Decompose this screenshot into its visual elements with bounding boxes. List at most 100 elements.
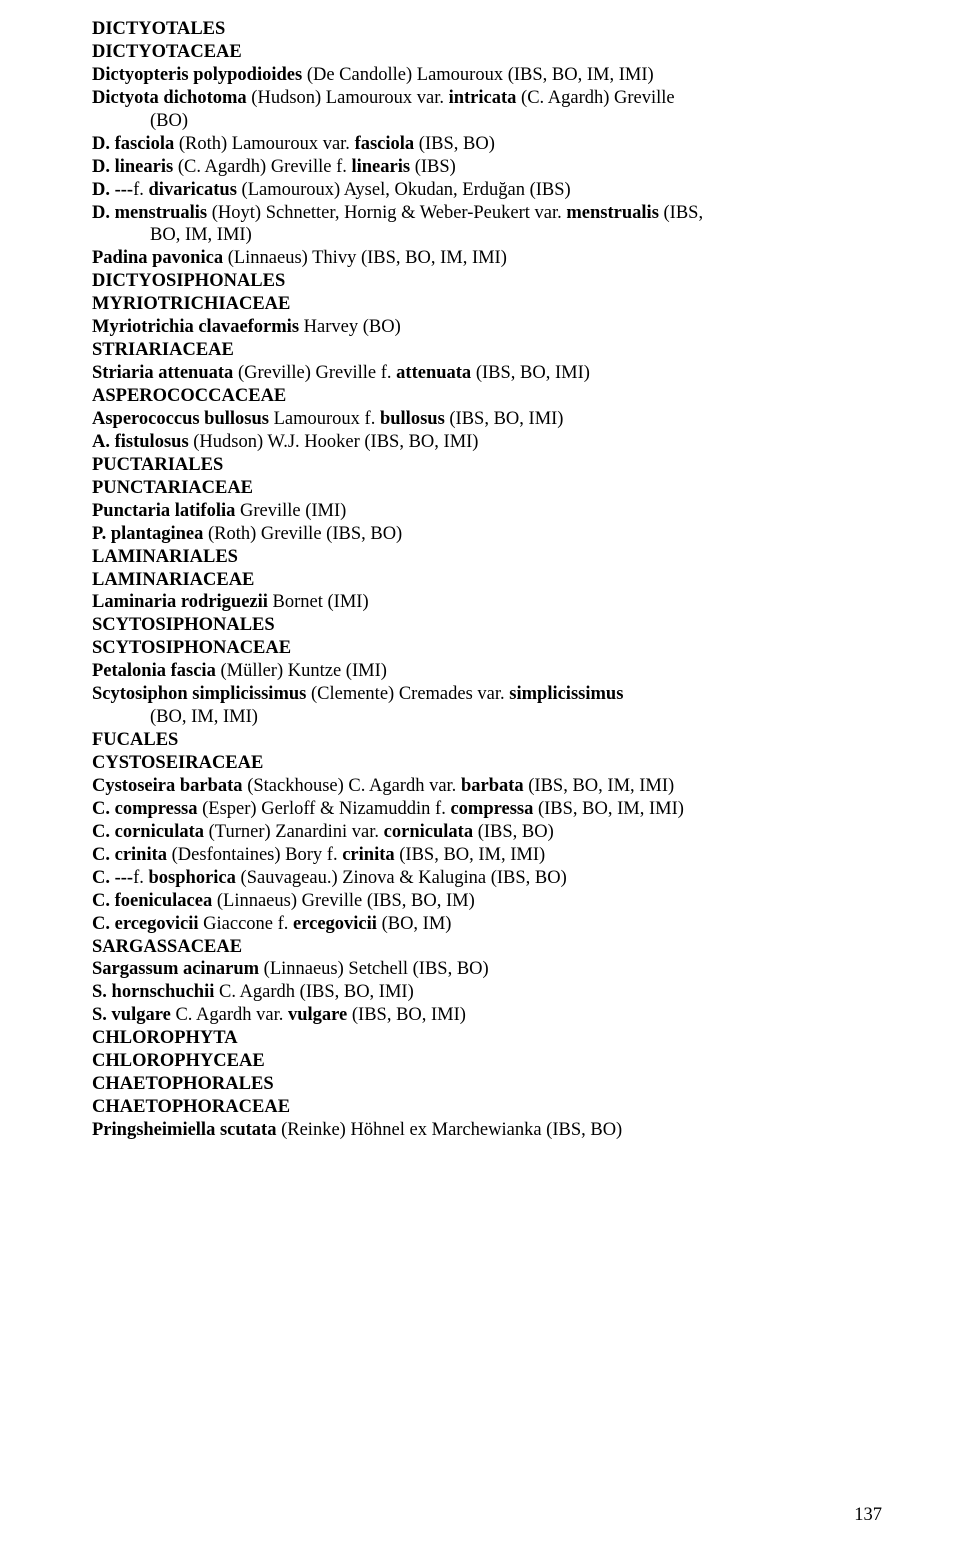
text-segment: (Linnaeus) Thivy (IBS, BO, IM, IMI) [228,248,507,268]
text-segment: Pringsheimiella scutata [92,1120,281,1140]
text-segment: C. crinita [92,845,172,865]
text-line: BO, IM, IMI) [92,224,888,247]
text-segment: C. ercegovicii [92,914,203,934]
text-segment: C. corniculata [92,822,209,842]
text-line: C. corniculata (Turner) Zanardini var. c… [92,821,888,844]
text-segment: (IBS, BO, IM, IMI) [528,776,674,796]
text-segment: Harvey (BO) [304,317,401,337]
text-segment: fasciola [355,134,419,154]
text-segment: Dictyota dichotoma [92,88,251,108]
text-segment: PUCTARIALES [92,455,223,475]
text-segment: (Roth) Lamouroux var. [179,134,355,154]
text-line: C. crinita (Desfontaines) Bory f. crinit… [92,844,888,867]
text-line: DICTYOSIPHONALES [92,270,888,293]
text-segment: Striaria attenuata [92,363,238,383]
text-line: SCYTOSIPHONALES [92,614,888,637]
text-line: Laminaria rodriguezii Bornet (IMI) [92,591,888,614]
text-segment: D. linearis [92,157,178,177]
text-segment: C. --- [92,868,133,888]
text-segment: CHAETOPHORACEAE [92,1097,290,1117]
text-segment: barbata [461,776,528,796]
text-segment: MYRIOTRICHIACEAE [92,294,290,314]
text-line: Sargassum acinarum (Linnaeus) Setchell (… [92,958,888,981]
text-segment: Myriotrichia clavaeformis [92,317,304,337]
text-segment: D. --- [92,180,133,200]
text-line: Myriotrichia clavaeformis Harvey (BO) [92,316,888,339]
text-segment: (Linnaeus) Greville (IBS, BO, IM) [217,891,475,911]
text-line: Punctaria latifolia Greville (IMI) [92,500,888,523]
text-segment: Petalonia fascia [92,661,220,681]
text-line: D. menstrualis (Hoyt) Schnetter, Hornig … [92,202,888,225]
text-segment: Dictyopteris polypodioides [92,65,307,85]
text-segment: crinita [342,845,399,865]
text-line: CYSTOSEIRACEAE [92,752,888,775]
text-segment: (IBS, BO, IM, IMI) [399,845,545,865]
text-segment: (Sauvageau.) Zinova & Kalugina (IBS, BO) [241,868,567,888]
page-number: 137 [854,1504,882,1527]
text-segment: divaricatus [149,180,242,200]
text-line: MYRIOTRICHIACEAE [92,293,888,316]
text-line: Dictyopteris polypodioides (De Candolle)… [92,64,888,87]
text-segment: (Müller) Kuntze (IMI) [220,661,386,681]
text-segment: (C. Agardh) Greville [521,88,675,108]
text-segment: S. vulgare [92,1005,175,1025]
text-segment: (IBS) [415,157,456,177]
text-segment: Asperococcus bullosus [92,409,274,429]
text-line: (BO) [92,110,888,133]
text-line: CHLOROPHYTA [92,1027,888,1050]
text-segment: STRIARIACEAE [92,340,234,360]
text-line: SARGASSACEAE [92,936,888,959]
text-segment: (BO, IM) [382,914,452,934]
text-segment: Giaccone f. [203,914,293,934]
text-segment: Scytosiphon simplicissimus [92,684,311,704]
text-segment: (IBS, BO, IMI) [449,409,563,429]
text-segment: (IBS, BO, IMI) [476,363,590,383]
text-segment: CYSTOSEIRACEAE [92,753,263,773]
text-segment: (IBS, [664,203,704,223]
text-segment: SARGASSACEAE [92,937,242,957]
text-segment: CHLOROPHYCEAE [92,1051,265,1071]
text-segment: Punctaria latifolia [92,501,240,521]
text-segment: C. foeniculacea [92,891,217,911]
text-segment: corniculata [384,822,478,842]
text-line: ASPEROCOCCACEAE [92,385,888,408]
text-segment: (De Candolle) Lamouroux (IBS, BO, IM, IM… [307,65,654,85]
text-line: PUCTARIALES [92,454,888,477]
text-line: Petalonia fascia (Müller) Kuntze (IMI) [92,660,888,683]
text-segment: (IBS, BO, IM, IMI) [538,799,684,819]
text-segment: f. [133,180,148,200]
text-line: PUNCTARIACEAE [92,477,888,500]
text-line: A. fistulosus (Hudson) W.J. Hooker (IBS,… [92,431,888,454]
text-line: LAMINARIACEAE [92,569,888,592]
text-segment: vulgare [288,1005,352,1025]
text-segment: BO, IM, IMI) [150,225,252,245]
text-segment: (Clemente) Cremades var. [311,684,509,704]
text-segment: (Hudson) W.J. Hooker (IBS, BO, IMI) [193,432,478,452]
text-segment: LAMINARIALES [92,547,238,567]
text-segment: CHLOROPHYTA [92,1028,238,1048]
text-line: LAMINARIALES [92,546,888,569]
text-segment: (Lamouroux) Aysel, Okudan, Erduğan (IBS) [242,180,571,200]
text-segment: Laminaria rodriguezii [92,592,273,612]
text-line: (BO, IM, IMI) [92,706,888,729]
text-segment: SCYTOSIPHONACEAE [92,638,291,658]
text-segment: compressa [450,799,538,819]
text-segment: (C. Agardh) Greville f. [178,157,352,177]
text-segment: C. compressa [92,799,202,819]
text-segment: bosphorica [149,868,241,888]
text-segment: ASPEROCOCCACEAE [92,386,286,406]
text-segment: D. fasciola [92,134,179,154]
text-segment: bullosus [380,409,449,429]
text-line: Cystoseira barbata (Stackhouse) C. Agard… [92,775,888,798]
text-line: C. compressa (Esper) Gerloff & Nizamuddi… [92,798,888,821]
text-segment: C. Agardh var. [175,1005,288,1025]
text-segment: P. plantaginea [92,524,208,544]
text-segment: (Stackhouse) C. Agardh var. [247,776,461,796]
text-segment: simplicissimus [509,684,623,704]
text-line: Dictyota dichotoma (Hudson) Lamouroux va… [92,87,888,110]
text-segment: (IBS, BO) [419,134,495,154]
text-segment: (BO, IM, IMI) [150,707,258,727]
text-segment: linearis [351,157,414,177]
text-segment: Sargassum acinarum [92,959,264,979]
text-segment: D. menstrualis [92,203,212,223]
